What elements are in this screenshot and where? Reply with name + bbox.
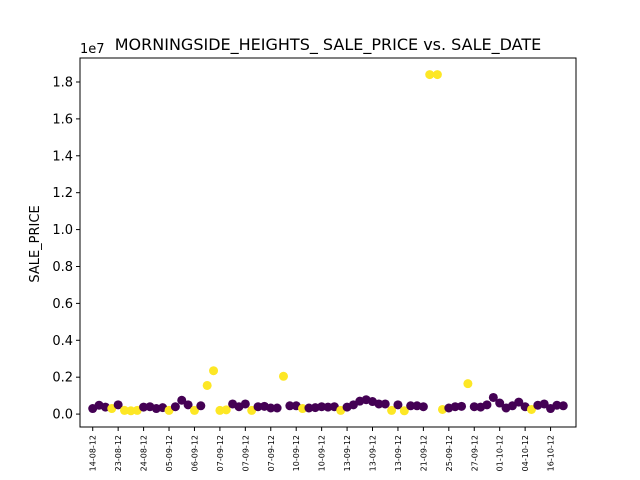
x-tick-label: 04-10-12 (521, 435, 530, 471)
data-point (317, 402, 327, 412)
data-point (539, 399, 549, 409)
y-tick-label: 0.4 (52, 334, 73, 349)
x-tick-label: 16-10-12 (547, 435, 556, 471)
x-tick-label: 10-09-12 (318, 435, 327, 471)
x-tick-label: 23-08-12 (114, 435, 123, 471)
data-point (387, 405, 397, 415)
data-point (253, 402, 263, 412)
data-point (139, 402, 149, 412)
data-point (266, 403, 276, 413)
data-point (482, 400, 492, 410)
y-tick-label: 0.8 (52, 260, 73, 275)
data-point (272, 403, 282, 413)
data-point (418, 402, 428, 412)
data-point (495, 398, 505, 408)
data-point (221, 405, 231, 415)
data-point (304, 403, 314, 413)
y-tick-label: 1.6 (52, 112, 73, 127)
data-point (170, 402, 180, 412)
data-point (196, 401, 206, 411)
x-axis-ticks: 14-08-12 23-08-12 24-08-12 05-09-12 06-09-12… (89, 427, 556, 471)
data-point (380, 399, 390, 409)
data-point (278, 371, 288, 381)
data-point (209, 366, 219, 376)
data-point (558, 401, 568, 411)
data-point (425, 70, 435, 80)
data-point (432, 70, 442, 80)
data-point (183, 400, 193, 410)
data-point (393, 400, 403, 410)
y-tick-label: 1.0 (52, 223, 73, 238)
y-tick-label: 0.6 (52, 297, 73, 312)
x-tick-label: 13-09-12 (343, 435, 352, 471)
data-point (285, 401, 295, 411)
x-tick-label: 07-09-12 (216, 435, 225, 471)
x-tick-label: 13-09-12 (394, 435, 403, 471)
x-tick-label: 14-08-12 (89, 435, 98, 471)
data-point (126, 406, 136, 416)
y-tick-label: 1.8 (52, 75, 73, 90)
x-tick-label: 05-09-12 (165, 435, 174, 471)
data-points (88, 70, 568, 416)
x-tick-label: 10-09-12 (292, 435, 301, 471)
data-point (450, 402, 460, 412)
y-axis-label: SALE_PRICE (28, 205, 43, 282)
x-tick-label: 27-09-12 (470, 435, 479, 471)
y-axis-ticks: 0.0 0.2 0.4 0.6 0.8 1.0 1.2 1.4 1.6 1.8 (52, 75, 80, 423)
x-tick-label: 06-09-12 (190, 435, 199, 471)
data-point (177, 395, 187, 405)
data-point (488, 392, 498, 402)
data-point (189, 405, 199, 415)
x-tick-label: 01-10-12 (496, 435, 505, 471)
x-tick-label: 21-09-12 (419, 435, 428, 471)
data-point (463, 379, 473, 389)
y-tick-label: 1.2 (52, 186, 73, 201)
chart-title: MORNINGSIDE_HEIGHTS_ SALE_PRICE vs. SALE… (115, 35, 541, 55)
y-tick-label: 1.4 (52, 149, 73, 164)
data-point (469, 402, 479, 412)
plot-frame (79, 57, 577, 428)
data-point (457, 401, 467, 411)
y-tick-label: 0.2 (52, 371, 73, 386)
x-tick-label: 25-09-12 (445, 435, 454, 471)
data-point (406, 401, 416, 411)
data-point (514, 397, 524, 407)
y-axis-offset-label: 1e7 (80, 42, 105, 57)
y-tick-label: 0.0 (52, 408, 73, 423)
data-point (202, 380, 212, 390)
x-tick-label: 13-09-12 (369, 435, 378, 471)
data-point (399, 406, 409, 416)
data-point (374, 399, 384, 409)
x-tick-label: 24-08-12 (140, 435, 149, 471)
x-tick-label: 07-09-12 (241, 435, 250, 471)
data-point (113, 400, 123, 410)
data-point (323, 402, 333, 412)
x-tick-label: 07-09-12 (267, 435, 276, 471)
data-point (120, 405, 130, 415)
data-point (240, 399, 250, 409)
data-point (526, 404, 536, 414)
